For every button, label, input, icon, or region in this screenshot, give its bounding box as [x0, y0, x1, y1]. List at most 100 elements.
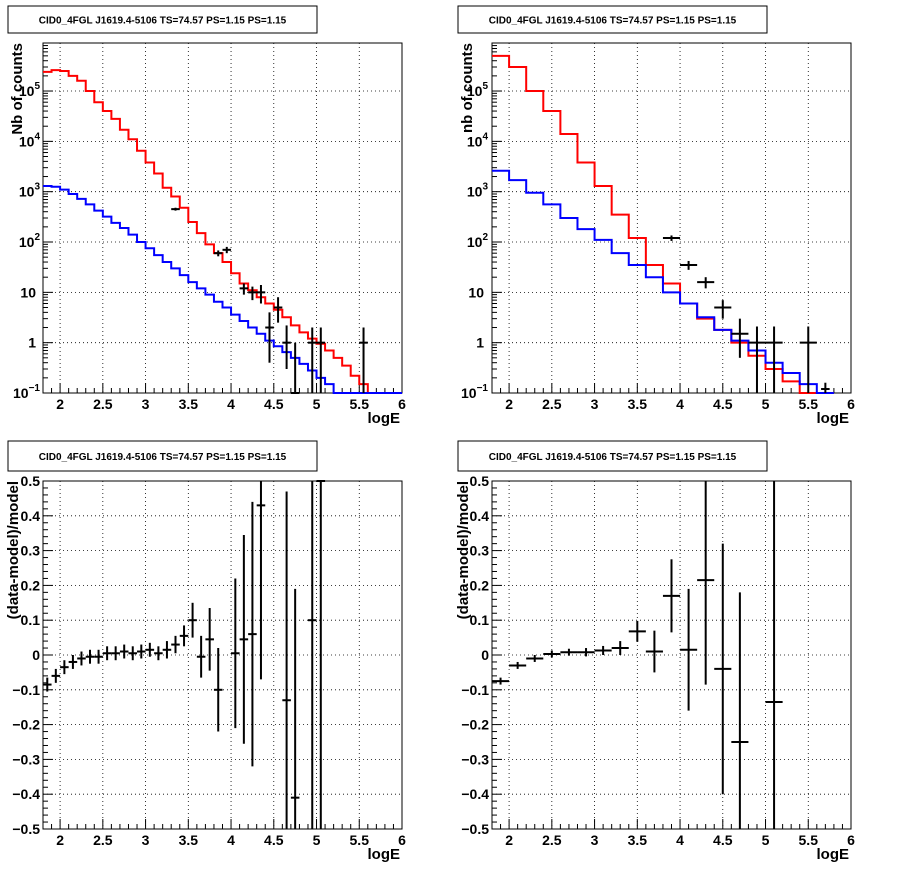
- data-point: [594, 645, 612, 655]
- data-point: [137, 644, 146, 659]
- data-point: [231, 578, 240, 729]
- y-axis-label: nb of counts: [459, 43, 476, 133]
- data-point: [128, 646, 138, 661]
- plot-frame: [491, 42, 852, 394]
- data-point: [526, 655, 544, 662]
- x-tick-label: 4: [227, 396, 235, 412]
- data-point: [60, 660, 69, 675]
- x-tick-label: 2.5: [93, 832, 113, 848]
- y-tick-label: 104: [467, 131, 489, 149]
- y-tick-exponent: 3: [34, 182, 40, 193]
- data-point: [307, 327, 317, 393]
- data-point: [543, 650, 561, 658]
- data-point: [102, 646, 112, 661]
- x-tick-label: 4: [676, 396, 684, 412]
- data-point: [239, 534, 249, 744]
- x-tick-label: 3: [591, 396, 599, 412]
- y-tick-label: −0.1: [461, 682, 489, 698]
- data-point: [645, 630, 663, 673]
- series-line-1: [43, 69, 402, 394]
- y-tick-label: 10−1: [461, 383, 488, 401]
- x-tick-label: 3.5: [179, 396, 199, 412]
- data-point: [256, 481, 266, 680]
- series-line-2: [43, 184, 402, 394]
- data-point: [171, 635, 180, 654]
- data-point: [611, 641, 629, 655]
- data-point: [765, 326, 783, 393]
- data-point: [821, 382, 830, 393]
- series-line-1: [492, 54, 834, 394]
- data-point: [359, 327, 368, 393]
- y-tick-exponent: 4: [482, 131, 488, 142]
- data-point: [714, 300, 732, 319]
- chart-title: CID0_4FGL J1619.4-5106 TS=74.57 PS=1.15 …: [489, 16, 737, 27]
- y-tick-label: 0: [481, 647, 489, 663]
- y-tick-label: 0.3: [21, 543, 41, 559]
- data-point: [492, 677, 510, 685]
- data-point: [731, 318, 749, 358]
- y-tick-label: −0.2: [12, 717, 40, 733]
- chart-panel-1: 2 2.5 3 3.5 4 4.5 5 5.5 610−1110102103104105logE…: [7, 5, 406, 427]
- y-axis-label: (data-model)/model: [455, 481, 472, 619]
- y-tick-exponent: 5: [34, 81, 40, 92]
- x-tick-label: 5.5: [350, 832, 370, 848]
- y-tick-label: 102: [467, 232, 489, 250]
- chart-title: CID0_4FGL J1619.4-5106 TS=74.57 PS=1.15 …: [39, 452, 287, 463]
- y-tick-label: −0.2: [461, 717, 489, 733]
- data-point: [213, 250, 223, 257]
- data-point: [111, 646, 120, 661]
- data-point: [162, 641, 172, 659]
- x-tick-label: 5: [313, 832, 321, 848]
- y-tick-label: 0.2: [21, 577, 41, 593]
- data-point: [213, 648, 223, 732]
- data-point: [290, 588, 300, 829]
- data-point: [799, 326, 817, 393]
- x-tick-label: 4.5: [713, 396, 733, 412]
- x-tick-label: 6: [398, 832, 406, 848]
- y-tick-label: 0.3: [470, 543, 490, 559]
- x-tick-label: 5.5: [350, 396, 370, 412]
- x-tick-label: 6: [847, 832, 855, 848]
- x-tick-label: 2.5: [93, 396, 113, 412]
- y-tick-label: 0.5: [21, 473, 41, 489]
- chart-title-box: [457, 440, 768, 472]
- data-point: [248, 286, 257, 301]
- x-tick-label: 5: [762, 832, 770, 848]
- y-tick-exponent: 4: [34, 131, 40, 142]
- data-point: [43, 677, 52, 692]
- plot-frame: [42, 42, 403, 394]
- data-point: [119, 644, 129, 659]
- data-point: [188, 602, 197, 638]
- chart-title-box: [457, 5, 768, 34]
- x-tick-label: 5.5: [799, 396, 819, 412]
- y-tick-label: 103: [467, 182, 489, 200]
- x-tick-label: 3.5: [628, 396, 648, 412]
- y-tick-exponent: −1: [477, 383, 489, 394]
- y-tick-label: 10−1: [13, 383, 40, 401]
- data-point: [239, 283, 249, 295]
- x-tick-label: 2.5: [542, 832, 562, 848]
- y-tick-label: 10: [20, 284, 36, 300]
- y-tick-label: −0.3: [461, 751, 489, 767]
- y-axis-label: Nb of counts: [9, 43, 26, 135]
- data-point: [248, 501, 257, 767]
- data-point: [179, 625, 189, 647]
- data-point: [765, 481, 783, 829]
- data-point: [680, 260, 698, 270]
- x-tick-label: 4: [227, 832, 235, 848]
- x-tick-label: 2: [505, 396, 513, 412]
- y-tick-label: 0.2: [470, 577, 490, 593]
- chart-panel-3: 2 2.5 3 3.5 4 4.5 5 5.5 6 −0.5 −0.4 −0.3 −0.2 −0.1 0 0.…: [5, 440, 406, 863]
- data-point: [282, 491, 291, 829]
- y-tick-label: −0.5: [12, 821, 40, 837]
- y-tick-label: −0.3: [12, 751, 40, 767]
- chart-title-box: [7, 5, 318, 34]
- data-point: [282, 325, 291, 369]
- chart-title-box: [7, 440, 318, 472]
- y-tick-label: −0.4: [12, 786, 40, 802]
- y-axis-label: (data-model)/model: [5, 481, 22, 619]
- x-tick-label: 4: [676, 832, 684, 848]
- x-tick-label: 2: [56, 832, 64, 848]
